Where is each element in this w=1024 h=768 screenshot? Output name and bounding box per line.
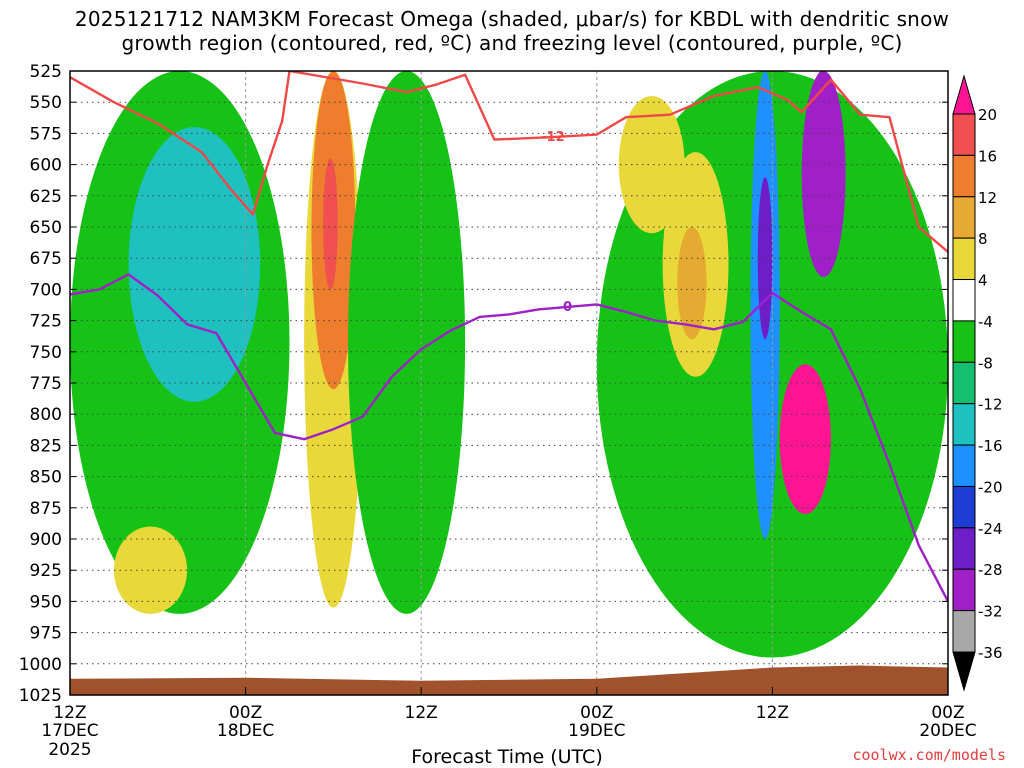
terrain-area <box>70 665 948 695</box>
y-tick-label: 875 <box>30 499 62 519</box>
x-tick-label: 12Z <box>756 703 789 723</box>
colorbar-bin <box>952 279 976 322</box>
contour-lines: -12 0 <box>70 71 948 602</box>
omega-region-3 <box>113 526 188 614</box>
y-tick-label: 575 <box>30 124 62 144</box>
colorbar-bin <box>952 237 976 281</box>
omega-region-9 <box>618 95 685 234</box>
y-tick-label: 1025 <box>19 686 62 706</box>
y-tick-label: 1000 <box>19 655 62 675</box>
omega-region-13 <box>757 177 773 340</box>
x-tick-date-label: 18DEC <box>217 721 274 741</box>
x-tick-label: 12Z <box>53 703 86 723</box>
title-line-2: growth region (contoured, red, ºC) and f… <box>121 31 903 55</box>
contour-freezing-level <box>70 273 948 602</box>
colorbar-label: -24 <box>978 520 1003 538</box>
colorbar-label: 8 <box>978 230 988 248</box>
y-tick-label: 625 <box>30 187 62 207</box>
y-tick-label: 950 <box>30 592 62 612</box>
contour-label: 0 <box>563 300 572 315</box>
colorbar-bin <box>952 485 976 529</box>
omega-region-6 <box>323 158 338 290</box>
x-tick-year-label: 2025 <box>48 740 91 760</box>
colorbar-label: -28 <box>978 561 1003 579</box>
x-tick-label: 00Z <box>931 703 964 723</box>
colorbar-label: 12 <box>978 189 997 207</box>
x-tick-date-label: 17DEC <box>41 721 98 741</box>
colorbar-bin <box>952 568 976 612</box>
colorbar-label: 20 <box>978 106 997 124</box>
x-tick-date-label: 20DEC <box>919 721 976 741</box>
colorbar-label: 16 <box>978 147 997 165</box>
colorbar-label: -8 <box>978 354 993 372</box>
colorbar-label: -32 <box>978 603 1003 621</box>
colorbar-bin <box>952 610 976 653</box>
contour-dendritic <box>70 71 948 253</box>
omega-region-16 <box>801 71 846 277</box>
colorbar-label: -36 <box>978 644 1003 662</box>
colorbar-label: -12 <box>978 396 1003 414</box>
y-tick-label: 700 <box>30 280 62 300</box>
y-tick-label: 750 <box>30 343 62 363</box>
y-tick-label: 775 <box>30 374 62 394</box>
colorbar-top-arrow <box>952 74 976 115</box>
omega-region-14 <box>779 364 831 515</box>
x-tick-label: 00Z <box>580 703 613 723</box>
colorbar-bottom-arrow <box>952 651 976 692</box>
credit-text: coolwx.com/models <box>852 746 1006 764</box>
colorbar-bin <box>952 320 976 363</box>
y-tick-label: 800 <box>30 405 62 425</box>
y-tick-label: 675 <box>30 249 62 269</box>
y-tick-label: 900 <box>30 530 62 550</box>
colorbar-bin <box>952 527 976 570</box>
colorbar-bin <box>952 444 976 487</box>
x-tick-date-label: 19DEC <box>568 721 625 741</box>
omega-region-2 <box>128 127 261 402</box>
y-tick-label: 975 <box>30 624 62 644</box>
contour-label: -12 <box>541 130 565 145</box>
colorbar-label: -20 <box>978 478 1003 496</box>
colorbar-label: -16 <box>978 437 1003 455</box>
colorbar-bin <box>952 196 976 239</box>
colorbar-bin <box>952 154 976 198</box>
colorbar-bin <box>952 113 976 156</box>
y-tick-label: 650 <box>30 218 62 238</box>
omega-shading <box>70 71 948 658</box>
omega-region-11 <box>677 227 707 340</box>
colorbar-bin <box>952 403 976 446</box>
y-tick-label: 925 <box>30 561 62 581</box>
y-tick-label: 725 <box>30 312 62 332</box>
y-tick-label: 600 <box>30 156 62 176</box>
title-line-1: 2025121712 NAM3KM Forecast Omega (shaded… <box>74 7 950 31</box>
omega-region-7 <box>348 71 466 614</box>
y-tick-label: 550 <box>30 93 62 113</box>
x-tick-label: 12Z <box>405 703 438 723</box>
colorbar-bin <box>952 361 976 405</box>
y-tick-label: 825 <box>30 436 62 456</box>
y-tick-label: 850 <box>30 468 62 488</box>
colorbar-label: 4 <box>978 272 988 290</box>
x-tick-label: 00Z <box>229 703 262 723</box>
colorbar-label: -4 <box>978 313 993 331</box>
y-tick-label: 525 <box>30 62 62 82</box>
y-axis-ticks: 525 550 575 600 625 650 675 700 725 750 775 800 825 8… <box>19 62 948 706</box>
colorbar: 20 16 12 8 4 -4 -8 -12 -16 -20 -24 -28 -32 -36 <box>952 74 1003 692</box>
x-axis-title: Forecast Time (UTC) <box>411 746 603 768</box>
terrain-fill <box>70 665 948 695</box>
